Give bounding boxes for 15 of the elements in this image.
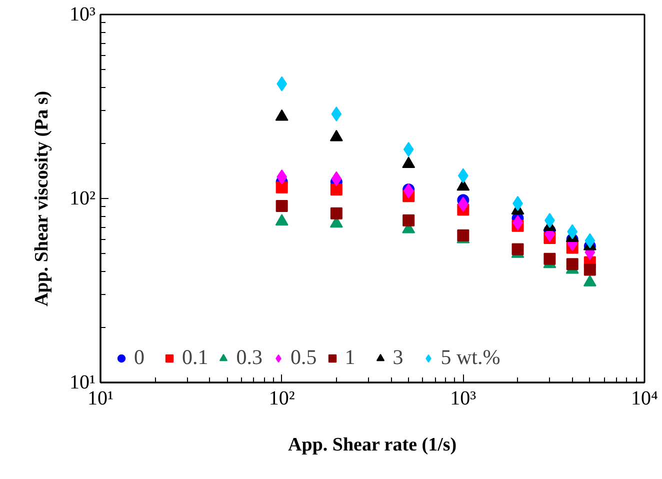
x-tick-label: 10³ xyxy=(450,388,476,410)
legend-label: 0.1 xyxy=(182,345,208,370)
legend-label: 0.3 xyxy=(236,345,262,370)
legend-label: 0.5 xyxy=(290,345,317,370)
legend-label: 0 xyxy=(134,345,146,370)
x-axis-title: App. Shear rate (1/s) xyxy=(288,434,457,456)
y-tick-label: 10³ xyxy=(70,4,96,26)
y-tick-label: 10² xyxy=(70,188,96,210)
x-tick-label: 10² xyxy=(268,388,295,410)
legend-label: 1 xyxy=(344,345,356,370)
x-tick-label: 10⁴ xyxy=(631,388,658,410)
x-tick-label: 10¹ xyxy=(88,388,114,410)
legend-label: 5 wt.% xyxy=(440,345,500,370)
legend-label: 3 xyxy=(392,345,404,370)
y-axis-title: App. Shear viscosity (Pa s) xyxy=(32,90,53,306)
